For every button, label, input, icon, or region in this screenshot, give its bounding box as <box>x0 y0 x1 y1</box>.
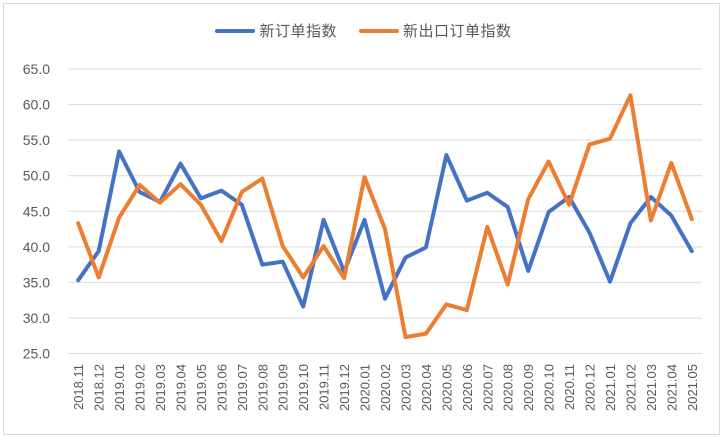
x-tick-label: 2021.03 <box>644 364 659 411</box>
x-tick-label: 2021.05 <box>685 364 700 411</box>
x-tick-label: 2021.01 <box>603 364 618 411</box>
x-tick-label: 2019.11 <box>317 364 332 410</box>
y-tick-label: 40.0 <box>23 239 50 255</box>
series-line-new-orders <box>76 149 694 309</box>
x-tick-label: 2019.08 <box>255 364 270 411</box>
x-tick-label: 2019.05 <box>194 364 209 411</box>
y-tick-label: 45.0 <box>23 203 50 219</box>
x-tick-label: 2018.12 <box>92 364 107 411</box>
x-tick-label: 2019.01 <box>112 364 127 411</box>
x-tick-label: 2020.03 <box>398 364 413 411</box>
x-tick-label: 2021.04 <box>664 364 679 411</box>
series-lines <box>76 93 694 340</box>
x-tick-label: 2019.04 <box>173 364 188 411</box>
x-tick-label: 2020.04 <box>419 364 434 411</box>
y-tick-label: 50.0 <box>23 168 50 184</box>
x-tick-label: 2019.06 <box>214 364 229 411</box>
x-tick-label: 2020.02 <box>378 364 393 411</box>
legend-label: 新订单指数 <box>259 22 337 40</box>
chart-frame <box>3 3 720 435</box>
legend-label: 新出口订单指数 <box>403 22 512 40</box>
x-tick-label: 2019.03 <box>153 364 168 411</box>
x-tick-label: 2021.02 <box>623 364 638 411</box>
y-tick-label: 30.0 <box>23 310 50 326</box>
x-tick-label: 2019.07 <box>235 364 250 411</box>
y-tick-label: 65.0 <box>23 61 50 77</box>
y-axis: 25.0 30.0 35.0 40.0 45.0 50.0 55.0 60.0 65.0 <box>23 61 50 362</box>
x-axis: 2018.11 2018.12 2019.01 2019.02 2019.03 2019.… <box>71 364 700 411</box>
legend-swatch-orange <box>359 28 399 33</box>
x-tick-label: 2019.10 <box>296 364 311 411</box>
x-tick-label: 2019.09 <box>276 364 291 411</box>
x-tick-label: 2020.07 <box>480 364 495 411</box>
legend-item-new-orders: 新订单指数 <box>215 20 337 41</box>
x-tick-label: 2019.02 <box>133 364 148 411</box>
x-tick-label: 2020.12 <box>583 364 598 411</box>
y-tick-label: 55.0 <box>23 132 50 148</box>
legend-swatch-blue <box>215 28 256 33</box>
x-tick-label: 2020.11 <box>562 364 577 410</box>
y-tick-label: 60.0 <box>23 97 50 113</box>
x-tick-label: 2020.09 <box>521 364 536 411</box>
y-tick-label: 25.0 <box>23 346 50 362</box>
series-line-new-export-orders <box>76 93 694 340</box>
x-tick-label: 2020.01 <box>358 364 373 411</box>
x-tick-label: 2020.10 <box>542 364 557 411</box>
x-tick-label: 2018.11 <box>71 364 86 410</box>
chart-legend: 新订单指数 新出口订单指数 <box>0 20 727 41</box>
x-tick-label: 2020.06 <box>460 364 475 411</box>
x-tick-label: 2020.05 <box>439 364 454 411</box>
y-tick-label: 35.0 <box>23 274 50 290</box>
x-tick-label: 2020.08 <box>501 364 516 411</box>
gridlines <box>68 68 702 354</box>
legend-item-new-export-orders: 新出口订单指数 <box>359 20 512 41</box>
x-tick-label: 2019.12 <box>337 364 352 411</box>
